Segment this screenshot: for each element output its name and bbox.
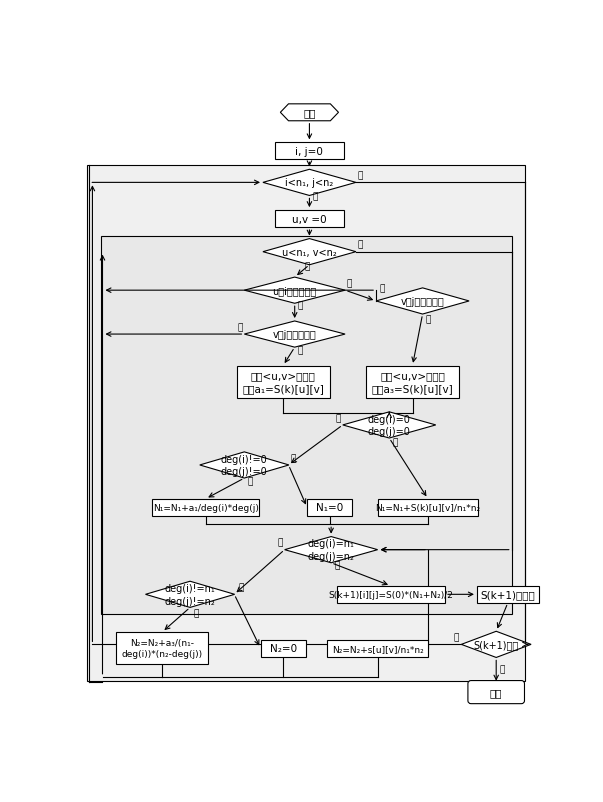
Polygon shape bbox=[244, 277, 345, 304]
FancyBboxPatch shape bbox=[101, 237, 512, 614]
FancyBboxPatch shape bbox=[377, 499, 478, 516]
Text: 否: 否 bbox=[426, 314, 431, 324]
Text: N₁=0: N₁=0 bbox=[316, 503, 343, 512]
FancyBboxPatch shape bbox=[87, 165, 525, 681]
Text: N₂=0: N₂=0 bbox=[270, 643, 297, 654]
Text: 是: 是 bbox=[393, 438, 398, 447]
Polygon shape bbox=[145, 581, 235, 608]
Polygon shape bbox=[376, 289, 469, 314]
Text: 是: 是 bbox=[298, 346, 303, 354]
Text: S(k+1)收敛: S(k+1)收敛 bbox=[473, 639, 519, 650]
FancyBboxPatch shape bbox=[477, 586, 539, 603]
Text: 是: 是 bbox=[334, 561, 339, 570]
Polygon shape bbox=[461, 631, 531, 658]
Text: 否: 否 bbox=[278, 538, 283, 547]
FancyBboxPatch shape bbox=[116, 632, 208, 665]
Text: u<n₁, v<n₂: u<n₁, v<n₂ bbox=[282, 247, 337, 257]
FancyBboxPatch shape bbox=[152, 499, 259, 516]
Text: 否: 否 bbox=[238, 582, 244, 592]
Text: 否: 否 bbox=[291, 453, 296, 462]
Text: i<n₁, j<n₂: i<n₁, j<n₂ bbox=[285, 178, 333, 188]
FancyBboxPatch shape bbox=[468, 681, 525, 704]
Text: deg(i)!=0
deg(j)!=0: deg(i)!=0 deg(j)!=0 bbox=[221, 454, 268, 476]
Text: 开始: 开始 bbox=[303, 108, 316, 118]
Text: N₂=N₂+a₃/(n₁-
deg(i))*(n₂-deg(j)): N₂=N₂+a₃/(n₁- deg(i))*(n₂-deg(j)) bbox=[122, 638, 203, 658]
Text: 是: 是 bbox=[379, 284, 385, 293]
FancyBboxPatch shape bbox=[274, 211, 344, 228]
Text: deg(i)=n₁
deg(j)=n₂: deg(i)=n₁ deg(j)=n₂ bbox=[308, 539, 355, 561]
Text: 结束: 结束 bbox=[490, 687, 502, 697]
Text: 是: 是 bbox=[193, 609, 198, 618]
Text: N₂=N₂+s[u][v]/n₁*n₂: N₂=N₂+s[u][v]/n₁*n₂ bbox=[332, 644, 423, 653]
FancyBboxPatch shape bbox=[366, 367, 459, 399]
Polygon shape bbox=[343, 412, 436, 439]
Text: 是: 是 bbox=[247, 476, 253, 485]
FancyBboxPatch shape bbox=[307, 499, 352, 516]
Text: 顶点<u,v>的相似
系数a₃=S(k)[u][v]: 顶点<u,v>的相似 系数a₃=S(k)[u][v] bbox=[371, 371, 453, 394]
Polygon shape bbox=[263, 239, 356, 265]
Text: 否: 否 bbox=[347, 279, 352, 288]
Text: 否: 否 bbox=[453, 633, 459, 642]
Text: v是j的邻居节点: v是j的邻居节点 bbox=[401, 297, 444, 306]
Text: 是: 是 bbox=[312, 192, 318, 200]
Text: i, j=0: i, j=0 bbox=[295, 147, 323, 156]
Text: S(k+1)[i][j]=S(0)*(N₁+N₂)/2: S(k+1)[i][j]=S(0)*(N₁+N₂)/2 bbox=[329, 590, 453, 599]
Text: deg(i)!=n₁
deg(j)!=n₂: deg(i)!=n₁ deg(j)!=n₂ bbox=[165, 583, 215, 606]
Polygon shape bbox=[244, 322, 345, 348]
Text: 否: 否 bbox=[238, 322, 243, 331]
Text: 是: 是 bbox=[499, 665, 505, 674]
Text: N₁=N₁+a₁/deg(i)*deg(j): N₁=N₁+a₁/deg(i)*deg(j) bbox=[153, 503, 259, 512]
Text: 否: 否 bbox=[335, 413, 341, 423]
FancyBboxPatch shape bbox=[274, 143, 344, 160]
Text: 否: 否 bbox=[358, 241, 363, 249]
FancyBboxPatch shape bbox=[336, 586, 445, 603]
Text: deg(i)=0
deg(j)=0: deg(i)=0 deg(j)=0 bbox=[368, 414, 411, 436]
Text: u,v =0: u,v =0 bbox=[292, 214, 327, 225]
Text: 顶点<u,v>的相似
系数a₁=S(k)[u][v]: 顶点<u,v>的相似 系数a₁=S(k)[u][v] bbox=[242, 371, 324, 394]
Text: 是: 是 bbox=[305, 262, 310, 271]
FancyBboxPatch shape bbox=[260, 640, 306, 657]
FancyBboxPatch shape bbox=[327, 640, 428, 657]
Polygon shape bbox=[200, 452, 289, 479]
Polygon shape bbox=[280, 105, 338, 122]
Text: N₁=N₁+S(k)[u][v]/n₁*n₂: N₁=N₁+S(k)[u][v]/n₁*n₂ bbox=[376, 503, 481, 512]
Text: u是i的邻居节点: u是i的邻居节点 bbox=[273, 286, 317, 296]
Text: S(k+1)归一化: S(k+1)归一化 bbox=[481, 589, 535, 600]
Polygon shape bbox=[263, 170, 356, 196]
Text: v是j的邻居节点: v是j的邻居节点 bbox=[273, 330, 317, 339]
FancyBboxPatch shape bbox=[236, 367, 330, 399]
Text: 是: 是 bbox=[298, 301, 303, 310]
Text: 否: 否 bbox=[358, 171, 363, 180]
Polygon shape bbox=[285, 537, 377, 563]
